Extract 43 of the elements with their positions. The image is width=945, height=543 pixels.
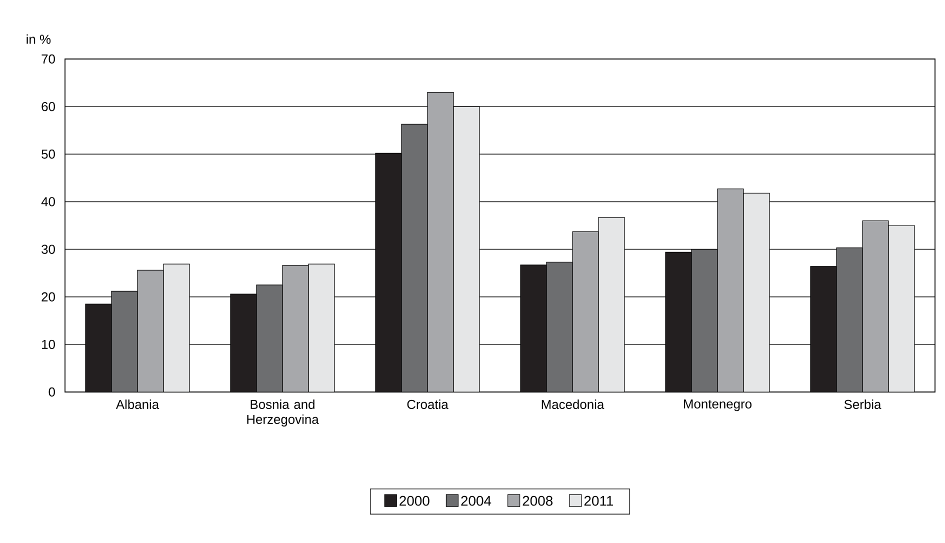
legend-label: 2011 — [584, 496, 614, 506]
y-tick-label: 10 — [42, 340, 55, 350]
x-tick-label: Serbia — [844, 400, 882, 410]
bar — [163, 264, 190, 392]
x-tick-label: Macedonia — [542, 400, 604, 410]
x-tick-label: Croatia — [407, 400, 448, 410]
y-tick-label: 20 — [42, 292, 55, 302]
bar — [717, 188, 744, 392]
bar — [888, 225, 915, 392]
bar — [665, 252, 692, 392]
y-tick-label: 0 — [48, 387, 55, 397]
bar — [862, 220, 889, 392]
bar — [836, 248, 863, 392]
bar — [85, 304, 112, 392]
bar — [282, 265, 309, 392]
x-tick-label: Albania — [116, 400, 160, 410]
bar — [572, 231, 599, 392]
bar — [598, 217, 625, 392]
y-tick-label: 50 — [42, 150, 55, 159]
bar — [428, 92, 454, 392]
bar — [743, 192, 770, 392]
bar — [546, 262, 573, 392]
x-tick-label: Montenegro — [684, 400, 752, 412]
bar — [402, 124, 428, 392]
y-axis-title: in % — [26, 34, 51, 44]
y-tick-label: 30 — [42, 244, 55, 254]
y-tick-label: 40 — [41, 197, 55, 206]
bar — [308, 264, 335, 392]
legend-label: 2004 — [461, 496, 492, 506]
bar — [256, 284, 283, 392]
bar — [376, 153, 402, 392]
bar — [520, 264, 547, 392]
legend-label: 2000 — [400, 496, 430, 506]
bar — [111, 290, 138, 392]
bar — [454, 106, 480, 392]
legend-label: 2008 — [522, 496, 553, 506]
x-tick-label: Bosnia and Herzegovina — [247, 400, 319, 427]
bar — [810, 266, 837, 392]
bar — [137, 270, 164, 392]
bar — [230, 294, 257, 392]
bar — [691, 248, 718, 392]
y-tick-label: 70 — [42, 54, 55, 64]
y-tick-label: 60 — [42, 102, 55, 112]
